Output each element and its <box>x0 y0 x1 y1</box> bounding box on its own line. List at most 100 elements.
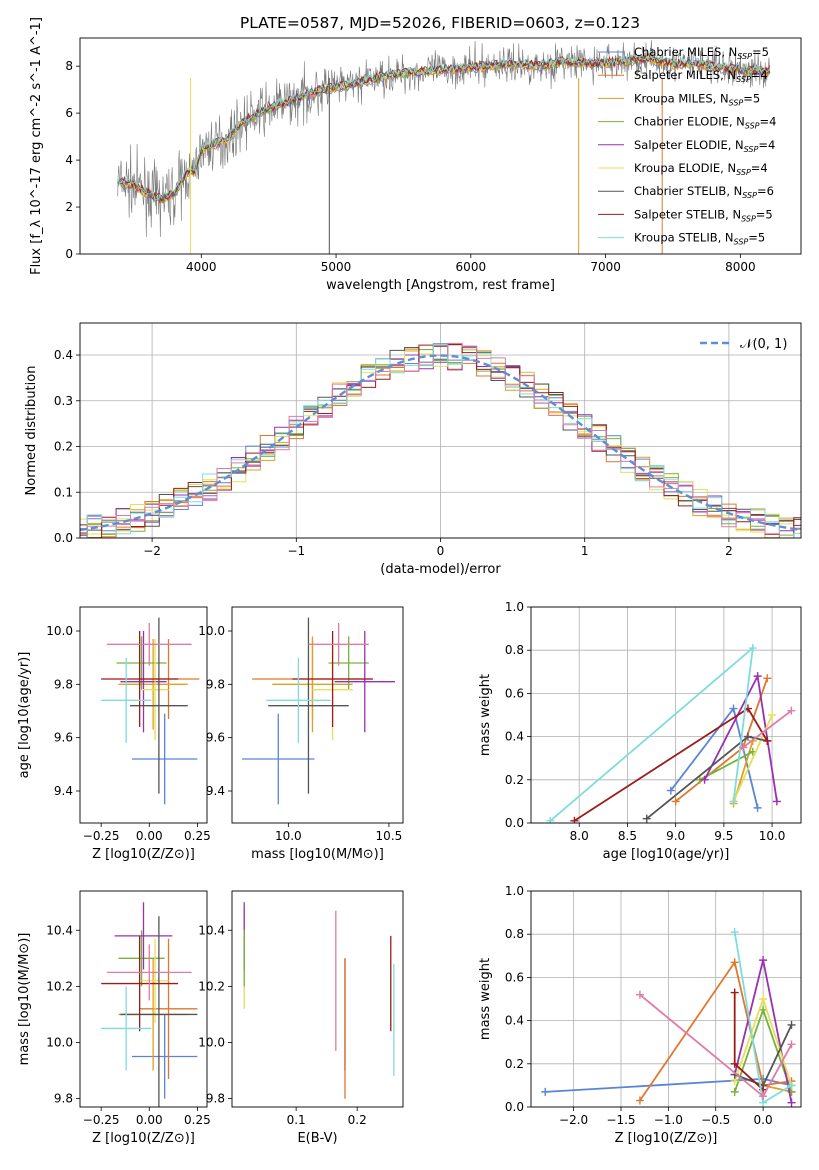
y-tick-label: 0.1 <box>54 485 73 499</box>
mass-weight-point <box>787 1040 796 1049</box>
mass-weight-point <box>768 711 777 719</box>
y-tick-label: 0.4 <box>505 730 524 744</box>
mass-weight-line <box>699 750 754 781</box>
mass-weight-point <box>730 1087 739 1096</box>
y-tick-label: 10.0 <box>46 1035 73 1049</box>
x-axis-label: age [log10(age/yr)] <box>603 847 730 862</box>
y-tick-label: 9.8 <box>206 677 225 691</box>
weight-vs-Z-axes: −2.0 −1.5 −1.0 −0.5 0.0 0.0 0.2 0.4 0.6 0.8 1.0 Z [… <box>478 884 802 1146</box>
y-tick-label: 0.4 <box>54 348 73 362</box>
axes-frame <box>530 890 802 1108</box>
x-tick-label: 9.0 <box>666 829 685 843</box>
mass-weight-point <box>642 814 651 823</box>
y-tick-label: 0.2 <box>505 1057 524 1071</box>
legend-label: Kroupa ELODIE, NSSP=4 <box>634 161 768 177</box>
y-tick-label: 9.8 <box>54 1092 73 1106</box>
x-axis-label: (data-model)/error <box>380 562 501 577</box>
legend-label: Chabrier ELODIE, NSSP=4 <box>634 115 776 131</box>
y-tick-label: 10.2 <box>198 979 225 993</box>
x-tick-label: 7000 <box>590 260 621 274</box>
y-tick-label: 8 <box>65 59 73 73</box>
residuals-axes: −2 −1 0 1 2 0.0 0.1 0.2 0.3 0.4 (data-model)/error… <box>24 322 802 577</box>
x-tick-label: 0.25 <box>184 1113 211 1127</box>
axes-frame <box>79 322 802 539</box>
x-tick-label: 0.0 <box>754 1113 773 1127</box>
y-tick-label: 0.3 <box>54 394 73 408</box>
x-tick-label: 8000 <box>725 260 756 274</box>
mass-weight-point <box>759 995 768 1003</box>
x-tick-label: 0.25 <box>184 829 211 843</box>
x-tick-label: −1.0 <box>654 1113 683 1127</box>
mass-weight-point <box>541 1087 550 1096</box>
x-tick-label: 8.5 <box>618 829 637 843</box>
x-axis-label: E(B-V) <box>297 1131 337 1146</box>
x-tick-label: 9.5 <box>714 829 733 843</box>
mass-weight-point <box>729 704 738 713</box>
age-vs-Z-axes: −0.25 0.00 0.25 9.4 9.6 9.8 10.0 Z [log10(Z/Z⊙)… <box>17 606 211 862</box>
axes-frame <box>530 606 802 824</box>
mass-weight-point <box>730 988 739 997</box>
mass-weight-point <box>739 743 748 752</box>
x-tick-label: 6000 <box>456 260 487 274</box>
y-tick-label: 1.0 <box>505 884 524 898</box>
y-axis-label: mass [log10(M/M⊙)] <box>17 933 32 1066</box>
legend-label: Salpeter MILES, NSSP=4 <box>634 68 768 84</box>
y-tick-label: 0.8 <box>505 643 524 657</box>
y-tick-label: 0.8 <box>505 927 524 941</box>
y-tick-label: 10.4 <box>46 923 73 937</box>
axes-frame <box>231 606 404 824</box>
legend-label: Kroupa STELIB, NSSP=5 <box>634 231 765 247</box>
mass-vs-Z-axes: −0.25 0.00 0.25 9.8 10.0 10.2 10.4 Z [log10(Z/Z… <box>17 890 211 1146</box>
mass-weight-point <box>787 1081 796 1090</box>
mass-weight-point <box>729 797 738 806</box>
x-tick-label: −0.25 <box>83 1113 120 1127</box>
x-tick-label: 0.00 <box>136 1113 163 1127</box>
y-tick-label: 0.4 <box>505 1014 524 1028</box>
mass-weight-point <box>759 1092 768 1101</box>
spectrum-axes: 4000 5000 6000 7000 8000 0 2 4 6 8 wavelength [Ang… <box>29 17 802 293</box>
weight-vs-age-axes: 8.0 8.5 9.0 9.5 10.0 0.0 0.2 0.4 0.6 0.8 1.0 age [l… <box>478 600 802 862</box>
mass-vs-ebv-axes: 0.1 0.2 9.8 10.0 10.2 10.4 E(B-V) <box>198 890 404 1146</box>
y-tick-label: 0.6 <box>505 686 524 700</box>
axes-frame <box>231 890 404 1108</box>
legend-label: Salpeter ELODIE, NSSP=4 <box>634 138 775 154</box>
mass-weight-point <box>772 797 781 806</box>
mass-weight-point <box>730 1059 739 1068</box>
mass-weight-point <box>671 797 680 806</box>
y-tick-label: 10.0 <box>198 624 225 638</box>
mass-weight-line <box>639 960 792 1102</box>
x-axis-label: wavelength [Angstrom, rest frame] <box>326 278 555 293</box>
x-tick-label: 0 <box>437 544 445 558</box>
y-tick-label: 0.6 <box>505 970 524 984</box>
y-tick-label: 0 <box>65 247 73 261</box>
x-axis-label: mass [log10(M/M⊙)] <box>251 847 384 862</box>
mass-weight-point <box>763 674 772 683</box>
x-tick-label: 2 <box>725 544 733 558</box>
x-tick-label: −2 <box>143 544 161 558</box>
legend-label: Salpeter STELIB, NSSP=5 <box>634 207 773 223</box>
y-tick-label: 10.2 <box>46 979 73 993</box>
mass-weight-point <box>700 775 709 784</box>
x-tick-label: 4000 <box>186 260 217 274</box>
y-axis-label: Normed distribution <box>24 366 39 496</box>
mass-weight-point <box>666 786 675 795</box>
y-tick-label: 9.8 <box>54 677 73 691</box>
y-axis-label: Flux [f_λ 10^-17 erg cm^-2 s^-1 A^-1] <box>29 17 44 275</box>
y-tick-label: 10.0 <box>198 1035 225 1049</box>
mass-weight-point <box>763 736 772 745</box>
y-tick-label: 0.0 <box>505 816 524 830</box>
mass-weight-point <box>759 956 768 965</box>
y-tick-label: 9.6 <box>54 731 73 745</box>
x-tick-label: 10.0 <box>759 829 786 843</box>
y-tick-label: 0.0 <box>505 1100 524 1114</box>
legend-label: 𝒩(0, 1) <box>740 337 787 352</box>
age-vs-mass-axes: 10.0 10.5 9.4 9.6 9.8 10.0 mass [log10(M/M⊙)] <box>198 606 404 862</box>
mass-weight-point <box>748 644 757 653</box>
mass-weight-point <box>730 928 739 937</box>
mass-weight-point <box>753 672 762 681</box>
x-axis-label: Z [log10(Z/Z⊙)] <box>615 1131 718 1146</box>
y-tick-label: 4 <box>65 153 73 167</box>
mass-weight-point <box>787 1020 796 1029</box>
y-tick-label: 1.0 <box>505 600 524 614</box>
normal-reference-line <box>80 354 801 532</box>
